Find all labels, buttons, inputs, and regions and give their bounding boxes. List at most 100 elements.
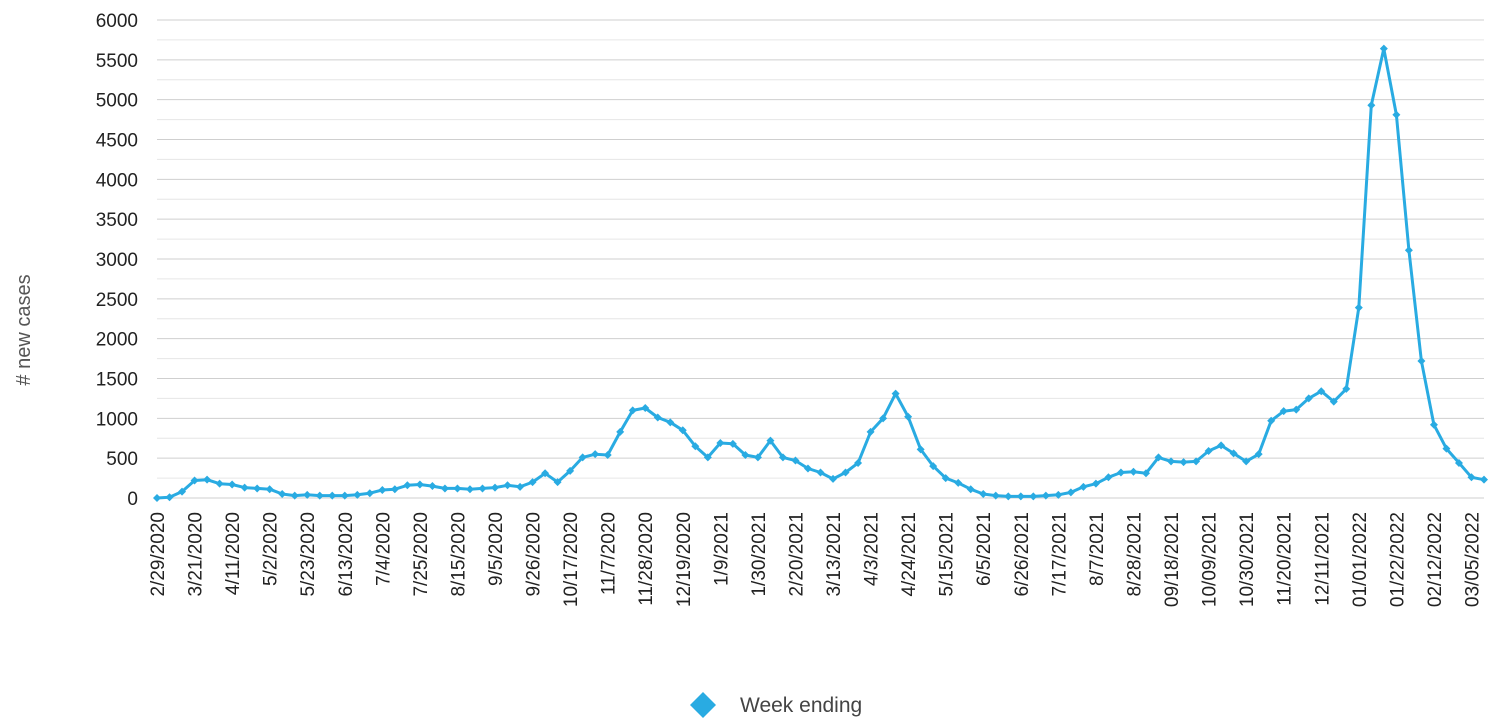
data-point bbox=[378, 486, 387, 495]
x-tick-label: 03/05/2022 bbox=[1462, 512, 1483, 607]
y-tick-label: 3000 bbox=[96, 250, 138, 271]
y-tick-label: 6000 bbox=[96, 11, 138, 32]
data-point bbox=[1154, 453, 1163, 462]
data-point bbox=[1204, 446, 1213, 455]
x-tick-label: 4/24/2021 bbox=[899, 512, 920, 597]
y-tick-label: 4000 bbox=[96, 170, 138, 191]
data-point bbox=[403, 481, 412, 490]
x-tick-label: 11/28/2020 bbox=[636, 512, 657, 606]
data-point bbox=[1091, 479, 1100, 488]
y-tick-label: 2000 bbox=[96, 330, 138, 351]
data-point bbox=[528, 478, 537, 487]
gridlines bbox=[157, 19, 1484, 499]
data-point bbox=[1329, 397, 1338, 406]
data-point bbox=[353, 490, 362, 499]
data-point bbox=[1167, 457, 1176, 466]
data-point bbox=[591, 450, 600, 459]
data-point bbox=[440, 484, 449, 493]
data-point bbox=[879, 414, 888, 423]
data-point bbox=[628, 406, 637, 415]
data-point bbox=[603, 450, 612, 459]
data-point bbox=[1116, 468, 1125, 477]
data-point bbox=[666, 418, 675, 427]
data-point bbox=[1229, 449, 1238, 458]
data-point bbox=[340, 491, 349, 500]
data-point bbox=[753, 453, 762, 462]
y-axis-label: # new cases bbox=[13, 274, 35, 385]
data-point bbox=[1217, 441, 1226, 450]
data-point bbox=[766, 436, 775, 445]
data-point bbox=[1054, 490, 1063, 499]
data-point bbox=[1254, 450, 1263, 459]
x-tick-label: 11/20/2021 bbox=[1275, 512, 1296, 606]
data-point bbox=[1317, 387, 1326, 396]
x-axis-ticks: 2/29/2020 3/21/2020 4/11/2020 5/2/2020 5/23/… bbox=[148, 512, 1483, 607]
data-point bbox=[778, 453, 787, 462]
x-tick-label: 4/11/2020 bbox=[223, 512, 244, 595]
data-point bbox=[1467, 473, 1476, 482]
data-point bbox=[228, 480, 237, 489]
data-point bbox=[703, 453, 712, 462]
x-tick-label: 10/30/2021 bbox=[1237, 512, 1258, 607]
data-point bbox=[1004, 492, 1013, 501]
data-point bbox=[829, 474, 838, 483]
data-point bbox=[1242, 457, 1251, 466]
legend-marker-diamond-icon bbox=[690, 692, 716, 718]
y-tick-label: 5500 bbox=[96, 51, 138, 72]
x-tick-label: 12/11/2021 bbox=[1312, 512, 1333, 606]
data-point bbox=[390, 485, 399, 494]
x-tick-label: 9/26/2020 bbox=[524, 512, 545, 597]
data-point bbox=[516, 482, 525, 491]
data-point bbox=[1066, 488, 1075, 497]
data-point bbox=[1279, 407, 1288, 416]
x-tick-label: 7/4/2020 bbox=[373, 512, 394, 586]
y-tick-label: 2500 bbox=[96, 290, 138, 311]
data-point bbox=[553, 478, 562, 487]
series-line bbox=[156, 47, 1485, 500]
data-point bbox=[1429, 420, 1438, 429]
x-tick-label: 7/25/2020 bbox=[411, 512, 432, 597]
data-point bbox=[954, 478, 963, 487]
data-point bbox=[253, 484, 262, 493]
x-tick-label: 7/17/2021 bbox=[1049, 512, 1070, 597]
x-tick-label: 8/7/2021 bbox=[1087, 512, 1108, 586]
data-point bbox=[491, 483, 500, 492]
data-point bbox=[215, 479, 224, 488]
legend-label: Week ending bbox=[740, 694, 862, 717]
data-point bbox=[1392, 110, 1401, 119]
data-point bbox=[1079, 482, 1088, 491]
data-point bbox=[566, 466, 575, 475]
data-point bbox=[966, 485, 975, 494]
x-tick-label: 3/13/2021 bbox=[824, 512, 845, 597]
data-point bbox=[904, 412, 913, 421]
data-point bbox=[1442, 444, 1451, 453]
data-point bbox=[916, 445, 925, 454]
data-point bbox=[791, 456, 800, 465]
x-tick-label: 5/15/2021 bbox=[937, 512, 958, 597]
data-point bbox=[365, 489, 374, 498]
data-point bbox=[1404, 246, 1413, 255]
data-point bbox=[1179, 458, 1188, 467]
x-tick-label: 11/7/2020 bbox=[599, 512, 620, 595]
data-point bbox=[1016, 492, 1025, 501]
legend: Week ending bbox=[690, 692, 862, 718]
data-point bbox=[1141, 469, 1150, 478]
y-tick-label: 1500 bbox=[96, 370, 138, 391]
x-tick-label: 8/28/2021 bbox=[1124, 512, 1145, 597]
data-point bbox=[929, 462, 938, 471]
x-tick-label: 12/19/2020 bbox=[674, 512, 695, 607]
x-tick-label: 5/2/2020 bbox=[261, 512, 282, 586]
x-tick-label: 6/5/2021 bbox=[974, 512, 995, 586]
data-point bbox=[165, 493, 174, 502]
x-tick-label: 9/5/2020 bbox=[486, 512, 507, 586]
data-point bbox=[641, 403, 650, 412]
x-tick-label: 1/30/2021 bbox=[749, 512, 770, 597]
data-point bbox=[1379, 44, 1388, 53]
data-point bbox=[1417, 356, 1426, 365]
data-point bbox=[866, 427, 875, 436]
y-tick-label: 4500 bbox=[96, 131, 138, 152]
data-point bbox=[741, 450, 750, 459]
data-point bbox=[578, 453, 587, 462]
y-tick-label: 500 bbox=[106, 449, 138, 470]
data-point bbox=[178, 487, 187, 496]
